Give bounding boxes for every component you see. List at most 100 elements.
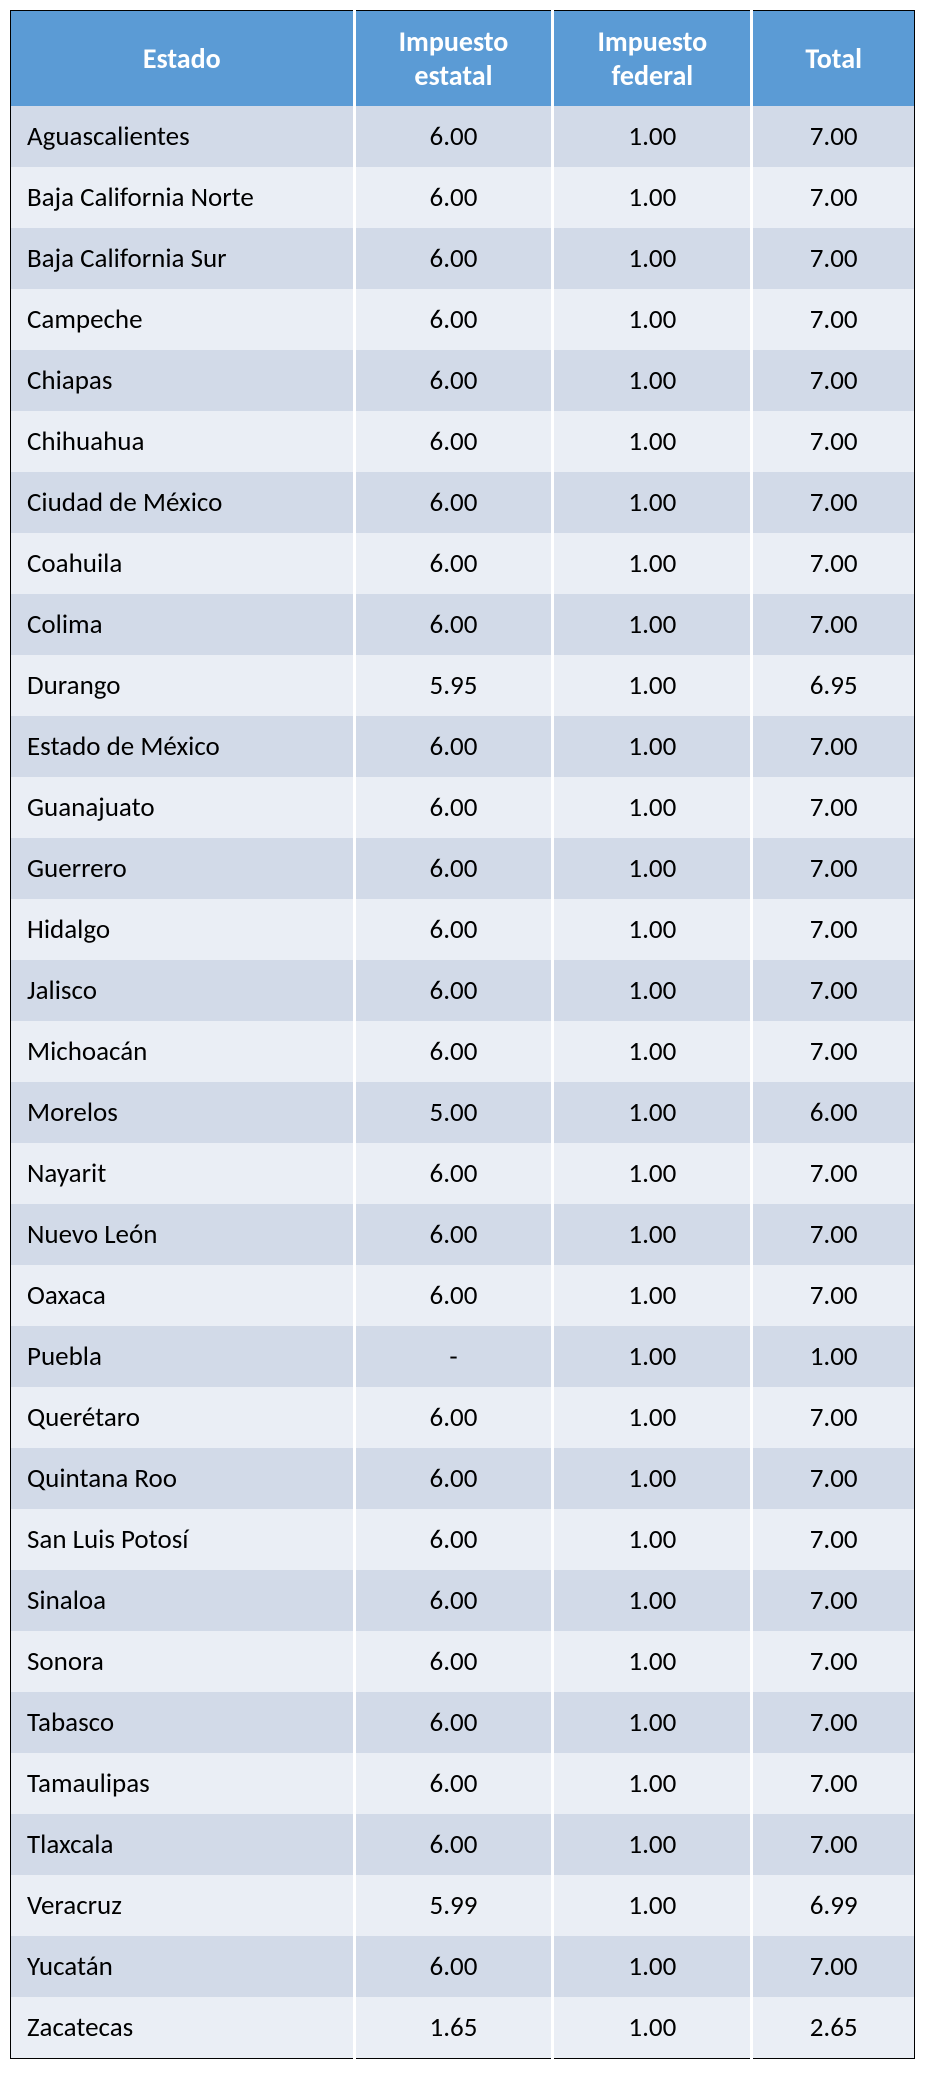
table-row: San Luis Potosí6.001.007.00	[11, 1509, 915, 1570]
tax-table: Estado Impuesto estatal Impuesto federal…	[10, 10, 915, 2059]
table-cell: 6.99	[752, 1875, 915, 1936]
table-cell: Michoacán	[11, 1021, 355, 1082]
table-cell: 7.00	[752, 777, 915, 838]
table-cell: 6.00	[354, 838, 553, 899]
col-header-impuesto-estatal: Impuesto estatal	[354, 11, 553, 107]
table-cell: 1.00	[553, 960, 752, 1021]
table-row: Puebla-1.001.00	[11, 1326, 915, 1387]
table-cell: Estado de México	[11, 716, 355, 777]
table-cell: Guerrero	[11, 838, 355, 899]
table-cell: 1.00	[553, 594, 752, 655]
table-header: Estado Impuesto estatal Impuesto federal…	[11, 11, 915, 107]
table-cell: 1.00	[553, 411, 752, 472]
table-cell: 1.00	[553, 1509, 752, 1570]
table-cell: 1.00	[553, 655, 752, 716]
table-cell: 7.00	[752, 1936, 915, 1997]
table-cell: 7.00	[752, 1570, 915, 1631]
table-cell: 5.99	[354, 1875, 553, 1936]
table-cell: Baja California Norte	[11, 167, 355, 228]
table-cell: 7.00	[752, 960, 915, 1021]
table-cell: Tabasco	[11, 1692, 355, 1753]
header-row: Estado Impuesto estatal Impuesto federal…	[11, 11, 915, 107]
table-cell: 1.00	[553, 472, 752, 533]
table-cell: Yucatán	[11, 1936, 355, 1997]
table-cell: 7.00	[752, 1265, 915, 1326]
table-row: Jalisco6.001.007.00	[11, 960, 915, 1021]
table-row: Yucatán6.001.007.00	[11, 1936, 915, 1997]
table-row: Nayarit6.001.007.00	[11, 1143, 915, 1204]
table-cell: 7.00	[752, 1143, 915, 1204]
table-cell: 1.00	[553, 777, 752, 838]
table-cell: Chiapas	[11, 350, 355, 411]
table-cell: Oaxaca	[11, 1265, 355, 1326]
table-cell: 1.00	[553, 1082, 752, 1143]
table-row: Morelos5.001.006.00	[11, 1082, 915, 1143]
table-cell: Campeche	[11, 289, 355, 350]
table-cell: 7.00	[752, 1387, 915, 1448]
table-cell: 6.00	[354, 1204, 553, 1265]
table-cell: 6.00	[354, 472, 553, 533]
table-cell: 1.00	[553, 228, 752, 289]
table-row: Baja California Sur6.001.007.00	[11, 228, 915, 289]
table-cell: 6.00	[752, 1082, 915, 1143]
table-cell: Sonora	[11, 1631, 355, 1692]
table-cell: 1.00	[553, 1204, 752, 1265]
table-cell: 6.00	[354, 228, 553, 289]
table-cell: 1.00	[553, 1021, 752, 1082]
table-cell: 7.00	[752, 1021, 915, 1082]
table-row: Sonora6.001.007.00	[11, 1631, 915, 1692]
table-cell: 1.00	[752, 1326, 915, 1387]
table-cell: 6.00	[354, 1753, 553, 1814]
table-cell: 6.00	[354, 350, 553, 411]
table-cell: 1.00	[553, 899, 752, 960]
table-row: Chihuahua6.001.007.00	[11, 411, 915, 472]
table-cell: 7.00	[752, 167, 915, 228]
table-cell: Chihuahua	[11, 411, 355, 472]
table-cell: 7.00	[752, 106, 915, 167]
table-cell: 1.00	[553, 1570, 752, 1631]
table-cell: 1.00	[553, 1814, 752, 1875]
table-row: Hidalgo6.001.007.00	[11, 899, 915, 960]
col-header-estado: Estado	[11, 11, 355, 107]
table-cell: Nayarit	[11, 1143, 355, 1204]
table-cell: Guanajuato	[11, 777, 355, 838]
table-cell: 6.00	[354, 167, 553, 228]
table-cell: 6.00	[354, 960, 553, 1021]
table-cell: 1.00	[553, 1753, 752, 1814]
table-body: Aguascalientes6.001.007.00Baja Californi…	[11, 106, 915, 2059]
table-cell: 1.00	[553, 838, 752, 899]
table-cell: 1.00	[553, 1936, 752, 1997]
table-cell: 6.00	[354, 1265, 553, 1326]
table-cell: 7.00	[752, 716, 915, 777]
table-cell: 7.00	[752, 594, 915, 655]
table-cell: 6.95	[752, 655, 915, 716]
col-header-impuesto-federal: Impuesto federal	[553, 11, 752, 107]
table-cell: 6.00	[354, 1509, 553, 1570]
table-cell: 7.00	[752, 1509, 915, 1570]
table-row: Chiapas6.001.007.00	[11, 350, 915, 411]
table-cell: 6.00	[354, 594, 553, 655]
table-cell: 6.00	[354, 1814, 553, 1875]
table-cell: Ciudad de México	[11, 472, 355, 533]
table-cell: Nuevo León	[11, 1204, 355, 1265]
table-cell: 6.00	[354, 289, 553, 350]
table-cell: 7.00	[752, 838, 915, 899]
table-cell: Colima	[11, 594, 355, 655]
table-cell: Durango	[11, 655, 355, 716]
table-cell: Tamaulipas	[11, 1753, 355, 1814]
table-cell: 6.00	[354, 1936, 553, 1997]
table-cell: 6.00	[354, 716, 553, 777]
table-cell: 5.95	[354, 655, 553, 716]
table-row: Campeche6.001.007.00	[11, 289, 915, 350]
table-cell: Hidalgo	[11, 899, 355, 960]
table-cell: Jalisco	[11, 960, 355, 1021]
table-row: Aguascalientes6.001.007.00	[11, 106, 915, 167]
table-row: Guerrero6.001.007.00	[11, 838, 915, 899]
table-row: Estado de México6.001.007.00	[11, 716, 915, 777]
table-row: Durango5.951.006.95	[11, 655, 915, 716]
table-cell: 5.00	[354, 1082, 553, 1143]
table-cell: 7.00	[752, 1692, 915, 1753]
table-cell: 6.00	[354, 899, 553, 960]
table-cell: Quintana Roo	[11, 1448, 355, 1509]
table-cell: 7.00	[752, 1814, 915, 1875]
